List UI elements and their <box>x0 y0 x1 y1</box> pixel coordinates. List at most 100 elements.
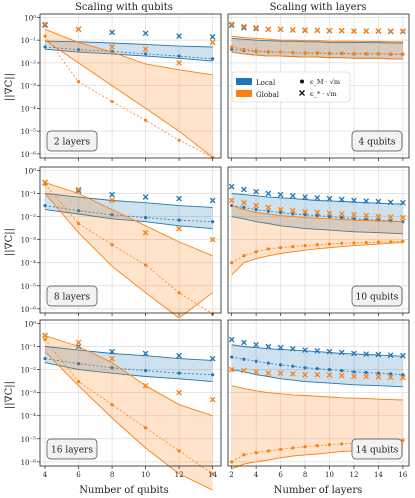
cross-local <box>228 22 235 29</box>
dot-local <box>211 373 215 377</box>
legend-marker-label: ϵ_M · √m <box>310 78 340 86</box>
dot-local <box>352 370 356 374</box>
dot-global <box>211 472 215 476</box>
dot-global <box>254 250 258 254</box>
cross-global <box>253 24 259 31</box>
cross-stroke <box>375 28 382 34</box>
cross-stroke <box>400 374 406 381</box>
cross-stroke <box>387 28 394 34</box>
y-tick-label: 10⁻⁶ <box>21 459 37 467</box>
cross-stroke <box>363 198 370 204</box>
dot-global <box>278 246 283 250</box>
cross-stroke <box>375 198 382 205</box>
cross-global <box>387 214 394 220</box>
annotation-box <box>351 285 403 307</box>
band-lower-local <box>231 369 403 388</box>
cross-stroke <box>375 374 382 380</box>
band-local <box>45 346 213 382</box>
band-global <box>231 205 403 275</box>
cross-local <box>176 195 182 202</box>
cross-stroke <box>277 344 284 351</box>
cross-stroke <box>351 197 357 204</box>
cross-local <box>209 355 216 362</box>
cross-local <box>302 194 308 200</box>
cross-local <box>142 30 149 37</box>
cross-local <box>42 22 48 29</box>
cross-stroke <box>351 373 357 379</box>
x-tick-label: 2 <box>229 471 233 479</box>
cross-local <box>253 341 259 348</box>
cross-global <box>363 28 370 34</box>
y-tick-label: 10⁻⁴ <box>21 105 37 113</box>
cross-local <box>241 186 247 193</box>
dot-global <box>327 242 332 246</box>
cross-global <box>363 373 370 380</box>
col-title-qubits: Scaling with qubits <box>75 2 173 13</box>
dot-global <box>401 438 405 443</box>
band-lower-local <box>44 362 213 383</box>
legend-marker-label: ϵ_* · √m <box>310 90 337 98</box>
cross-stroke <box>375 351 382 358</box>
cross-global <box>42 21 48 28</box>
band-upper-global <box>44 182 213 257</box>
dot-global <box>303 244 307 248</box>
cross-local <box>314 347 321 354</box>
dot-global <box>143 118 148 122</box>
band-lower-local <box>231 216 403 235</box>
cross-local <box>289 192 296 199</box>
dot-global <box>376 51 381 56</box>
cross-stroke <box>338 349 345 356</box>
cross-stroke <box>302 27 308 33</box>
cross-global <box>109 197 115 204</box>
mean-line-local <box>44 46 213 60</box>
cross-local <box>228 336 235 343</box>
cross-global <box>277 26 284 33</box>
dot-local <box>303 213 307 217</box>
cross-stroke <box>241 367 247 374</box>
band-upper-global <box>44 335 213 417</box>
cross-stroke <box>387 199 394 206</box>
cross-stroke <box>75 339 82 346</box>
cross-global <box>314 371 321 378</box>
cross-global <box>241 199 247 206</box>
cross-global <box>351 211 357 218</box>
y-tick-label: 10⁻¹ <box>21 191 37 199</box>
cross-stroke <box>363 212 370 219</box>
cross-stroke <box>109 348 115 355</box>
panel-row1-col1: 10⁰ 10⁻¹ 10⁻² 10⁻³ 10⁻⁴ 10⁻⁵ 10⁻⁶ 2 layers <box>21 13 222 161</box>
cross-stroke <box>387 374 394 381</box>
y-tick-label: 10⁻⁵ <box>21 128 37 136</box>
panel-frame <box>227 13 410 159</box>
dot-local <box>315 214 319 218</box>
cross-global <box>75 26 82 33</box>
cross-stroke <box>289 345 296 352</box>
legend-swatch-global <box>236 90 252 97</box>
cross-stroke <box>109 355 115 362</box>
y-tick-label: 10⁻² <box>21 60 37 68</box>
cross-stroke <box>314 194 321 201</box>
cross-stroke <box>326 195 333 202</box>
cross-global <box>289 207 296 214</box>
dot-local <box>211 57 215 61</box>
cross-global <box>75 186 82 193</box>
cross-local <box>142 194 149 200</box>
dot-global <box>43 34 47 38</box>
cross-stroke <box>176 389 182 396</box>
cross-stroke <box>241 199 247 206</box>
cross-stroke <box>228 21 235 28</box>
dot-local <box>211 220 215 224</box>
cross-stroke <box>253 24 259 31</box>
cross-global <box>338 211 345 217</box>
annotation-label: 4 qubits <box>358 138 395 148</box>
dot-global <box>340 51 344 55</box>
dot-global <box>401 239 405 243</box>
dot-global <box>177 291 181 295</box>
cross-global <box>387 374 394 381</box>
cross-stroke <box>277 26 284 33</box>
dot-global <box>254 451 258 455</box>
x-tick-label: 14 <box>208 471 217 479</box>
band-lower-local <box>44 48 213 62</box>
x-tick-label: 12 <box>350 471 359 479</box>
cross-local <box>277 191 284 198</box>
cross-global <box>75 339 82 346</box>
